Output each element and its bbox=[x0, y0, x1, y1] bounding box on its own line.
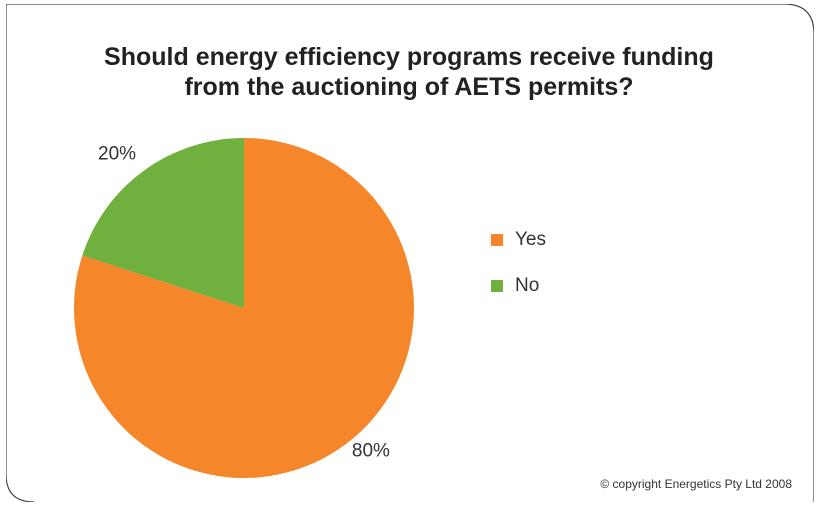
legend-item-yes: Yes bbox=[491, 228, 546, 252]
pie-slice-no bbox=[82, 138, 244, 308]
pie-slices bbox=[74, 138, 414, 478]
chart-title-line-2: from the auctioning of AETS permits? bbox=[184, 73, 634, 101]
copyright-text: © copyright Energetics Pty Ltd 2008 bbox=[600, 477, 792, 491]
chart-title-line-1: Should energy efficiency programs receiv… bbox=[104, 43, 714, 71]
legend-swatch-yes bbox=[491, 234, 503, 246]
pie-labels: 80% 20% bbox=[98, 143, 390, 461]
pie-label-no: 20% bbox=[98, 143, 136, 164]
legend-swatch-no bbox=[491, 280, 503, 292]
legend-item-no: No bbox=[491, 274, 546, 298]
pie-slice-yes bbox=[74, 138, 414, 478]
pie-label-yes: 80% bbox=[352, 441, 390, 462]
legend: Yes No bbox=[491, 228, 546, 320]
legend-label-no: No bbox=[515, 275, 540, 296]
legend-label-yes: Yes bbox=[515, 229, 546, 250]
chart-title: Should energy efficiency programs receiv… bbox=[0, 42, 818, 102]
